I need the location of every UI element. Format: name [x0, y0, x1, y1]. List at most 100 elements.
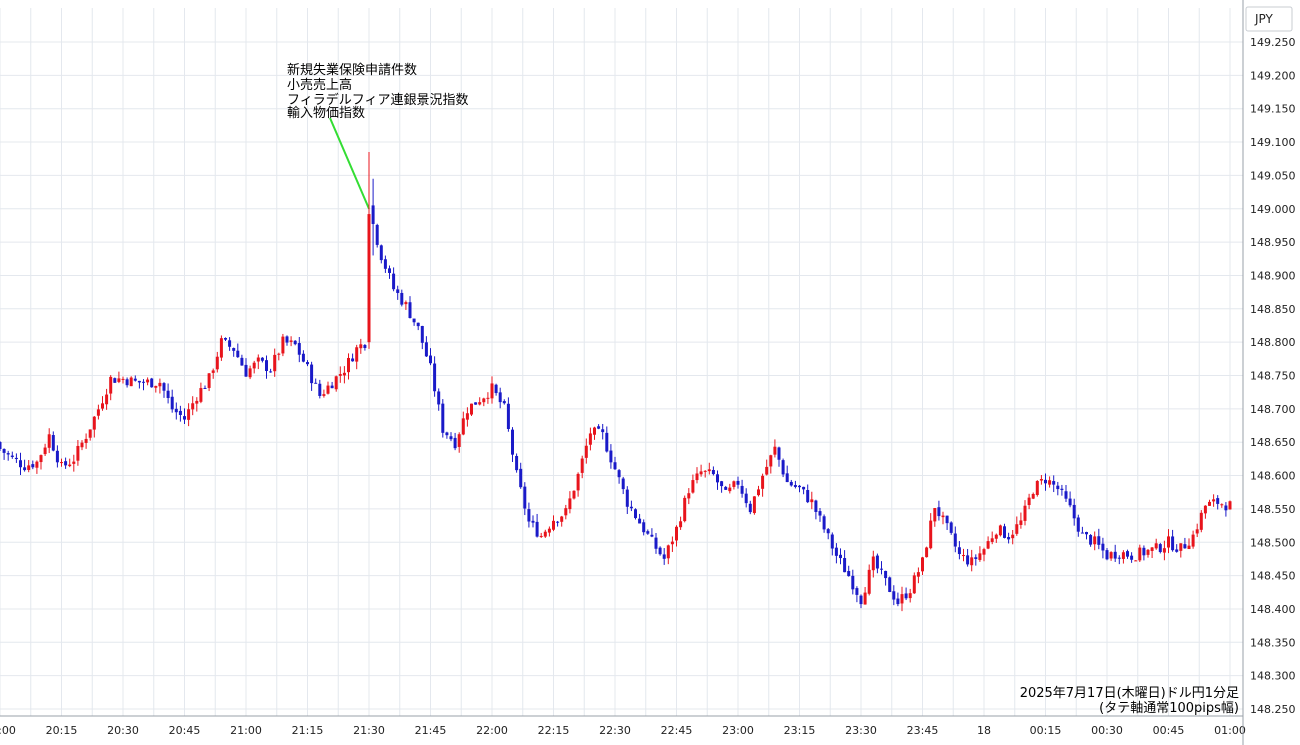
candle-body [1130, 555, 1134, 560]
candle-body [642, 522, 646, 533]
candle-body [142, 381, 145, 383]
candle-body [363, 345, 367, 348]
candle-body [974, 557, 978, 559]
candle-body [597, 426, 601, 429]
candle-body [629, 506, 633, 509]
candle-body [839, 554, 842, 559]
candle-body [1212, 499, 1216, 502]
candle-body [511, 429, 514, 455]
candle-body [396, 289, 400, 293]
candle-body [711, 469, 715, 475]
candle-body [301, 353, 305, 362]
candle-body [437, 391, 441, 405]
candle-body [675, 526, 678, 541]
candle-body [14, 457, 18, 460]
candle-body [310, 364, 314, 384]
candle-body [281, 336, 285, 354]
candle-body [867, 569, 871, 594]
candle-body [666, 545, 670, 559]
candle-body [654, 537, 658, 549]
candle-body [322, 394, 326, 396]
candle-body [621, 478, 625, 490]
candle-body [1105, 550, 1109, 560]
event-annotation: 新規失業保険申請件数 小売売上高 フィラデルフィア連銀景況指数 輸入物価指数 [287, 62, 468, 121]
candle-body [1117, 557, 1121, 559]
candle-body [810, 499, 814, 503]
candle-body [806, 490, 810, 503]
candle-body [543, 531, 547, 537]
candle-body [892, 591, 896, 600]
candle-body [207, 373, 211, 388]
candle-body [375, 224, 379, 245]
candle-body [1134, 560, 1138, 562]
candle-body [1162, 548, 1166, 553]
y-tick-label: 149.050 [1250, 169, 1296, 182]
candle-body [904, 593, 908, 599]
candle-body [982, 549, 986, 555]
candle-body [96, 409, 100, 416]
candle-body [10, 455, 14, 457]
y-tick-label: 149.000 [1250, 203, 1296, 216]
candle-body [252, 362, 256, 369]
candle-body [638, 518, 642, 524]
x-tick-label: 21:30 [353, 724, 385, 737]
y-tick-label: 148.600 [1250, 470, 1296, 483]
candle-body [1085, 532, 1088, 535]
candle-body [962, 555, 965, 557]
candle-body [166, 390, 170, 399]
candle-body [2, 448, 6, 453]
candle-body [670, 541, 674, 545]
candle-body [412, 318, 416, 323]
candle-body [154, 385, 158, 388]
annotation-line-2: 小売売上高 [287, 77, 352, 93]
y-tick-label: 148.850 [1250, 303, 1296, 316]
candle-body [945, 515, 949, 524]
x-tick-label: 22:30 [599, 724, 631, 737]
candle-body [609, 450, 613, 463]
candle-body [502, 401, 506, 404]
candle-body [211, 370, 215, 373]
candle-body [445, 432, 449, 436]
candle-body [740, 485, 744, 494]
candle-body [519, 468, 523, 488]
y-tick-label: 148.650 [1250, 436, 1296, 449]
candle-body [371, 205, 375, 224]
candle-body [818, 511, 822, 516]
candle-body [101, 403, 104, 409]
candle-body [552, 520, 555, 530]
candle-body [146, 379, 150, 383]
candle-body [695, 473, 699, 481]
candle-body [527, 509, 531, 522]
y-tick-label: 149.200 [1250, 69, 1296, 82]
y-tick-label: 148.400 [1250, 603, 1296, 616]
candle-body [195, 400, 199, 404]
x-tick-label: 20:45 [169, 724, 201, 737]
candle-body [798, 485, 801, 488]
candle-body [830, 534, 834, 549]
y-tick-label: 148.350 [1250, 636, 1296, 649]
candle-body [383, 259, 387, 269]
candle-body [416, 322, 420, 327]
candle-body [470, 403, 473, 415]
candle-body [802, 486, 806, 490]
candle-body [1175, 549, 1179, 552]
candle-body [916, 572, 920, 577]
annotation-line-1: 新規失業保険申請件数 [287, 62, 417, 78]
candle-body [121, 378, 125, 380]
candle-body [826, 529, 830, 534]
candle-body [1072, 504, 1076, 519]
candle-body [84, 438, 88, 443]
candle-body [625, 489, 629, 507]
candle-body [605, 432, 609, 452]
candle-body [125, 379, 129, 386]
candle-body [1019, 520, 1023, 525]
x-tick-label: 20:30 [107, 724, 139, 737]
candle-body [293, 340, 297, 345]
candle-body [1158, 544, 1162, 553]
candle-body [617, 470, 621, 478]
candle-body [584, 445, 588, 458]
candle-body [1101, 543, 1105, 551]
candle-body [834, 547, 838, 556]
candle-body [424, 342, 428, 357]
candle-body [769, 455, 773, 467]
